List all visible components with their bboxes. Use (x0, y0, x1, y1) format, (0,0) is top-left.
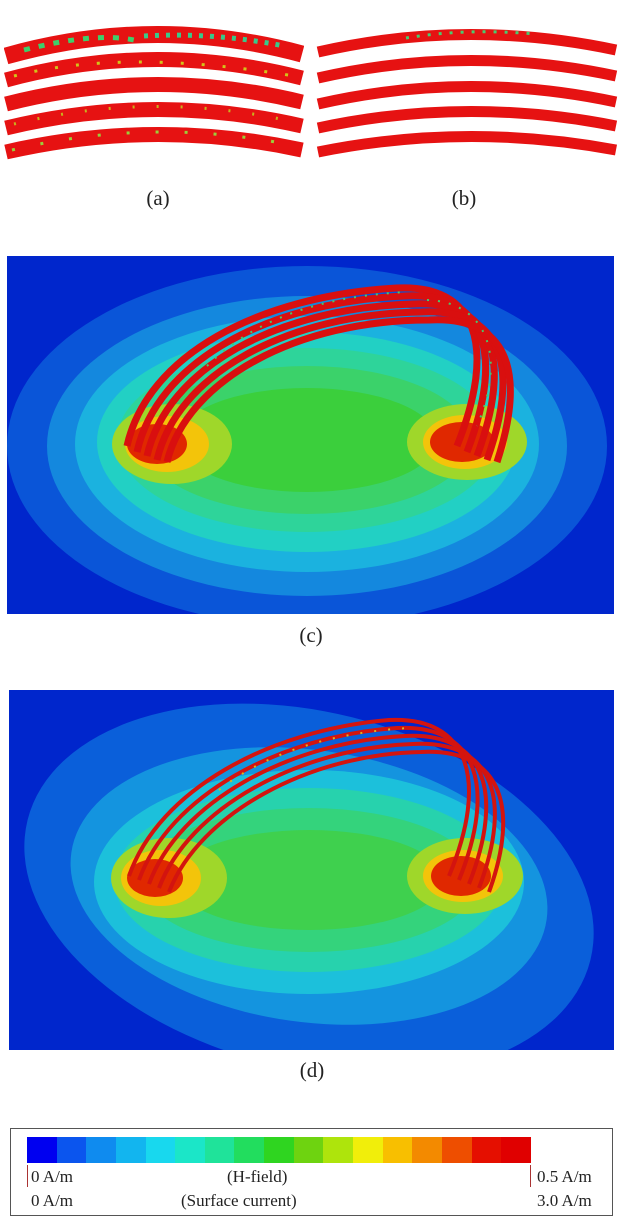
current-max-label: 3.0 A/m (537, 1191, 592, 1210)
speckle-yellow (13, 60, 295, 78)
speckle-green (23, 35, 135, 53)
strand-4 (4, 102, 304, 136)
field-contour-6 (174, 830, 444, 930)
color-swatch-6 (204, 1137, 235, 1163)
current-min-label: 0 A/m (31, 1191, 74, 1210)
caption-d: (d) (299, 1058, 325, 1082)
panel-b-strands (316, 22, 618, 162)
color-swatch-12 (382, 1137, 413, 1163)
speckle-green (405, 30, 537, 40)
color-swatch-14 (441, 1137, 472, 1163)
panel-c-image (7, 256, 614, 614)
legend-tick-left (27, 1165, 28, 1187)
strand-4 (316, 106, 618, 134)
panel-b-image (316, 29, 618, 158)
color-swatch-3 (115, 1137, 146, 1163)
color-swatch-2 (86, 1137, 116, 1163)
strand-5 (316, 131, 618, 158)
color-swatch-5 (175, 1137, 205, 1163)
coil-strands (127, 717, 506, 893)
field-contour-7 (177, 388, 437, 492)
h-field-max-label: 0.5 A/m (537, 1167, 592, 1186)
color-swatch-4 (145, 1137, 176, 1163)
caption-c: (c) (299, 623, 323, 647)
color-swatch-10 (323, 1137, 354, 1163)
legend-tick-right (530, 1165, 531, 1187)
color-scale-bar (27, 1137, 531, 1163)
panel-d-field-map (9, 690, 614, 1050)
color-swatch-15 (471, 1137, 502, 1163)
color-legend: 0 A/m (H-field) 0.5 A/m 0 A/m (Surface c… (10, 1128, 613, 1216)
caption-a: (a) (146, 186, 170, 210)
panel-d-image (9, 690, 614, 1050)
panel-a-image (4, 26, 304, 160)
color-swatch-11 (353, 1137, 383, 1163)
color-swatch-1 (56, 1137, 87, 1163)
strand-1 (316, 29, 618, 58)
color-swatch-7 (234, 1137, 265, 1163)
strand-2 (4, 52, 304, 88)
current-label: (Surface current) (181, 1191, 297, 1210)
color-swatch-0 (27, 1137, 57, 1163)
panel-c-field-map (7, 256, 614, 614)
speckle-green-2 (143, 32, 285, 49)
caption-b: (b) (451, 186, 477, 210)
coil-speckles (218, 727, 410, 791)
panel-a-strands (4, 18, 304, 168)
coil-strands (123, 284, 514, 464)
strand-3 (4, 77, 304, 112)
strand-5 (4, 127, 304, 160)
strand-2 (316, 55, 618, 84)
color-swatch-8 (264, 1137, 294, 1163)
h-field-min-label: 0 A/m (31, 1167, 74, 1186)
strand-3 (316, 81, 618, 110)
color-swatch-16 (501, 1137, 531, 1163)
color-swatch-13 (412, 1137, 442, 1163)
color-swatch-9 (293, 1137, 324, 1163)
h-field-label: (H-field) (227, 1167, 288, 1186)
